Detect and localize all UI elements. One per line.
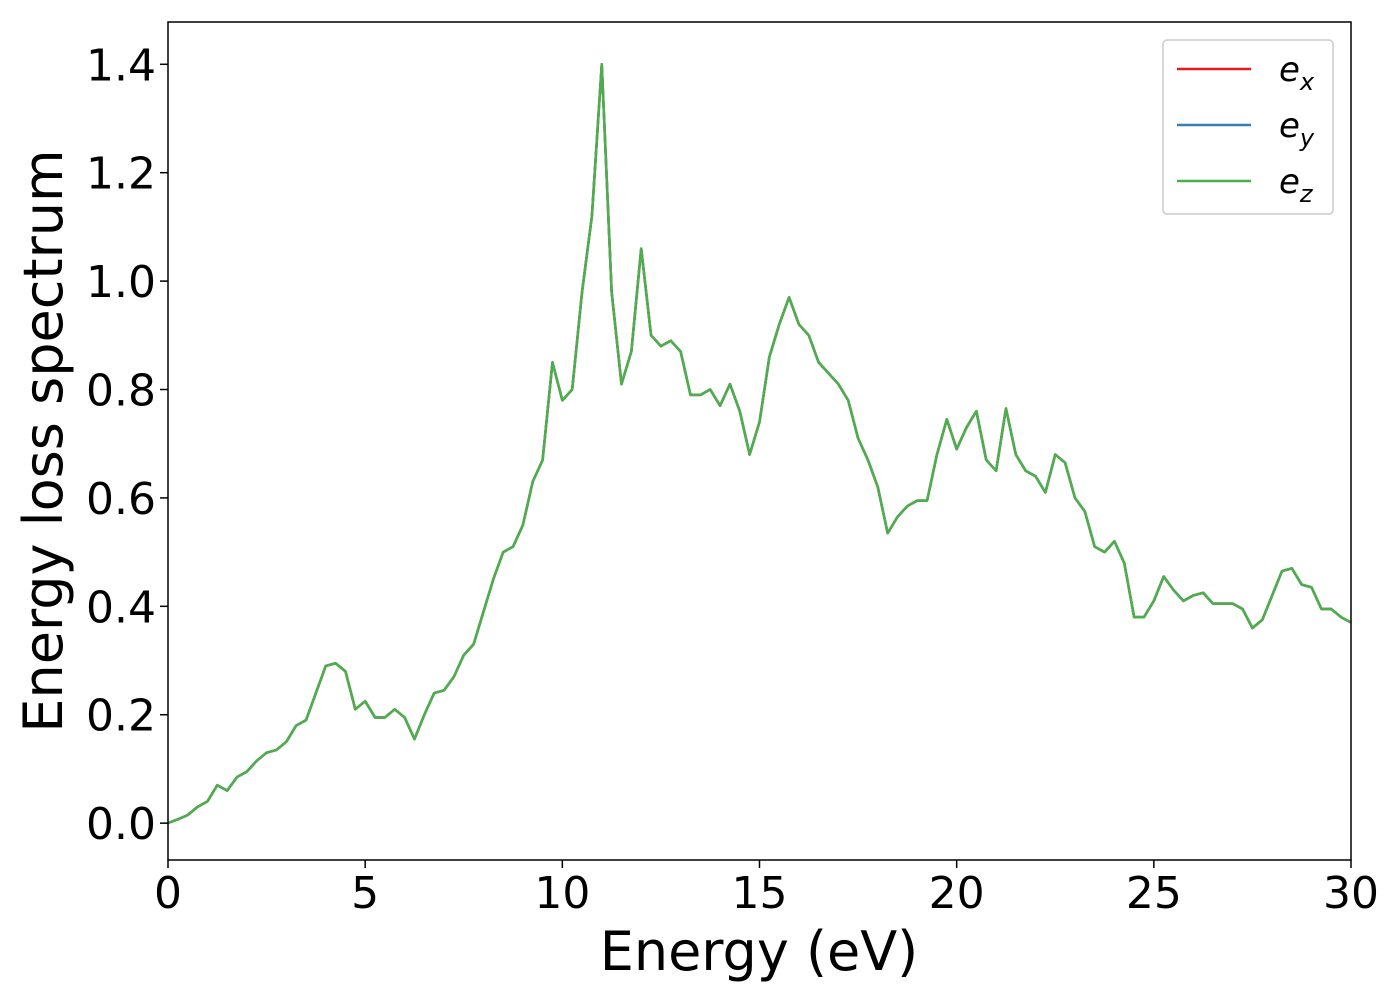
y-tick-label: 0.0 [86, 799, 156, 850]
x-tick-label: 5 [351, 868, 379, 919]
y-tick-label: 0.2 [86, 691, 156, 742]
x-axis-label: Energy (eV) [600, 920, 919, 983]
legend-label: ey [1279, 106, 1315, 152]
y-axis-label: Energy loss spectrum [12, 149, 75, 732]
y-tick-label: 1.0 [86, 257, 156, 308]
legend-box [1162, 39, 1334, 215]
x-tick-label: 15 [732, 868, 788, 919]
y-tick-label: 1.2 [86, 149, 156, 200]
x-tick-label: 25 [1126, 868, 1182, 919]
y-tick-label: 0.8 [86, 366, 156, 417]
y-tick-label: 0.4 [86, 582, 156, 633]
x-tick-label: 0 [154, 868, 182, 919]
x-tick-label: 10 [534, 868, 590, 919]
x-tick-label: 30 [1323, 868, 1379, 919]
x-tick-label: 20 [929, 868, 985, 919]
plot-frame [167, 21, 1352, 861]
series-line [167, 63, 1352, 825]
y-tick-label: 0.6 [86, 474, 156, 525]
y-tick-label: 1.4 [86, 40, 156, 91]
legend-label: ez [1279, 162, 1314, 208]
legend-label: ex [1279, 50, 1315, 96]
